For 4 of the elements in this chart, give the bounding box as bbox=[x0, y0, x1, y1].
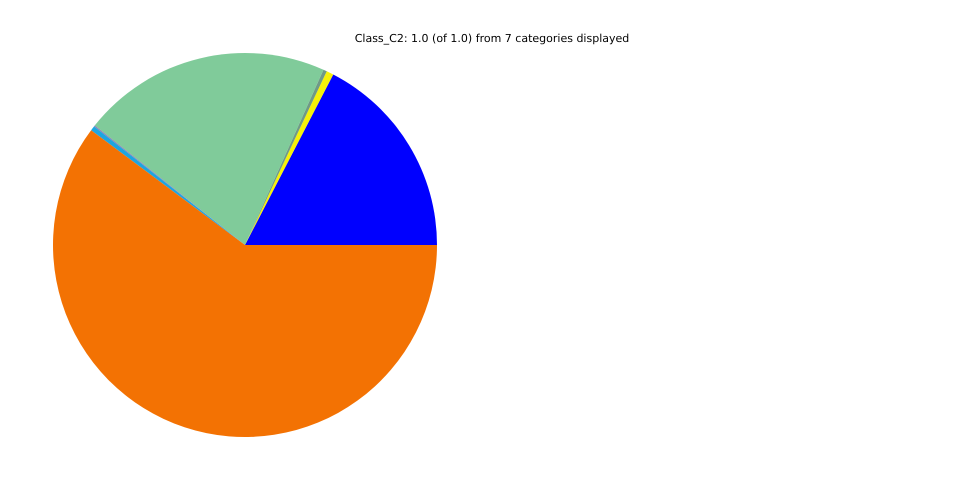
pie-slice bbox=[245, 74, 437, 245]
pie-slice bbox=[53, 130, 437, 437]
text: Class_C2: 1.0 (of 1.0) from 7 categories displayed bbox=[354, 32, 630, 45]
pie-slice bbox=[94, 53, 324, 245]
